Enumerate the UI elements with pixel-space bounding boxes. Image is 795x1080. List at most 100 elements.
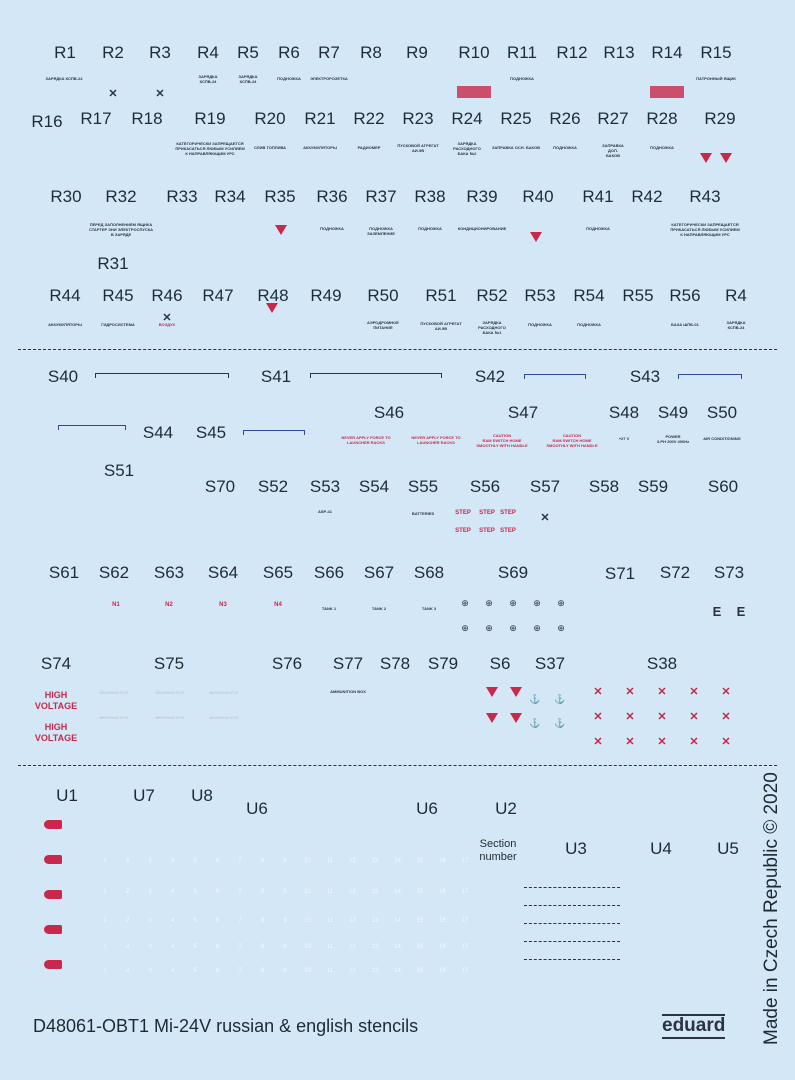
stencil-text: АККУМУЛЯТОРЫ [48,322,82,327]
part-number-label: S64 [207,563,239,582]
section-number-decal: 2 [125,889,130,895]
section-number-decal: 4 [170,968,175,974]
stencil-text: ПУСКОВОЙ АГРЕГАТ АИ-9В [420,321,462,331]
stencil-text: ПОДНОЖКА [277,76,301,81]
part-number-label: S6 [489,654,511,673]
stencil-text: N2 [165,602,173,608]
part-number-label: S38 [646,654,678,673]
part-number-label: S76 [271,654,303,673]
fuel-cap-symbol: ⊕ [509,598,517,608]
scale-ruler-decal [58,425,126,430]
part-number-label: R29 [704,109,736,128]
fuel-cap-symbol: ⊕ [461,623,469,633]
section-number-decal: 6 [215,944,220,950]
section-number-decal: 16 [439,858,446,864]
stencil-text: АККУМУЛЯТОРЫ [303,145,337,150]
part-number-label: S59 [637,477,669,496]
stencil-text: ГИДРОСИСТЕМА [101,322,135,327]
ejection-mark-decal: ✕ [657,711,667,723]
section-number-decal: 7 [238,968,242,974]
section-number-decal: 16 [439,918,446,924]
part-number-label: R37 [365,187,397,206]
warning-triangle-decal [530,232,542,242]
section-number-decal: 15 [416,858,424,864]
section-number-decal: 17 [461,918,469,924]
section-number-decal: 13 [371,944,379,950]
cross-mark-icon: ✕ [540,512,550,524]
section-number-decal: 12 [349,918,356,924]
stencil-text: ПОДНОЖКА [320,226,344,231]
stencil-text: BATTERIES [411,511,435,516]
scale-ruler-decal [243,430,305,435]
red-placard-decal [457,86,491,98]
warning-triangle-decal [486,687,498,697]
part-number-label: R31 [97,254,129,273]
ejection-mark-decal: ✕ [689,711,699,723]
part-number-label: R50 [367,286,399,305]
stencil-text: ПОДНОЖКА [418,226,442,231]
part-number-label: R1 [54,43,76,62]
part-number-label: R16 [31,112,63,131]
part-number-label: S65 [262,563,294,582]
part-number-label: R48 [257,286,289,305]
part-number-label: R5 [237,43,259,62]
section-number-decal: 4 [170,918,175,924]
stencil-text: +27 V [618,436,630,441]
section-number-decal: 10 [304,944,311,950]
fuel-cap-symbol: ⊕ [557,623,565,633]
stencil-text: ЗАРЯДКА КСПВ-24 [726,320,746,330]
stencil-text: MOORING EYE [209,690,239,695]
stencil-text: СЛИВ ТОПЛИВА [253,145,287,150]
part-number-label: R33 [166,187,198,206]
part-number-label: S45 [195,423,227,442]
part-number-label: R55 [622,286,654,305]
ejection-mark-decal: ✕ [721,736,731,748]
stencil-text: STEP [479,528,495,534]
part-number-label: R32 [105,187,137,206]
stencil-text: ПОДНОЖКА [553,145,577,150]
red-badge-decal [44,855,62,864]
section-number-decal: 8 [260,889,265,895]
section-number-decal: 9 [283,968,287,974]
arrow-mark-icon: ⚓ [529,694,541,704]
arrow-mark-icon: ⚓ [554,694,566,704]
part-number-label: S56 [469,477,501,496]
part-number-label: R4 [197,43,219,62]
sheet-title: D48061-OBT1 Mi-24V russian & english ste… [33,1016,419,1036]
ejection-mark-decal: ✕ [657,686,667,698]
arrow-mark-icon: ⚓ [554,718,566,728]
part-number-label: S57 [529,477,561,496]
part-number-label: R21 [304,109,336,128]
part-number-label: U7 [133,786,155,805]
part-number-label: S54 [358,477,390,496]
stencil-text: ПАТРОННЫЙ ЯЩИК [696,76,736,81]
part-number-label: S74 [40,654,72,673]
stencil-text: CAUTION RAM SWITCH HOME SMOOTHLY WITH HA… [546,433,598,448]
part-number-label: S75 [153,654,185,673]
section-number-decal: 14 [394,918,401,924]
part-number-label: S77 [332,654,364,673]
section-number-decal: 1 [103,858,107,864]
cut-line [18,349,777,350]
part-number-label: R53 [524,286,556,305]
part-number-label: R39 [466,187,498,206]
part-number-label: S42 [474,367,506,386]
section-number-decal: 8 [260,968,265,974]
part-number-label: S70 [204,477,236,496]
stencil-text: ЭЛЕКТРОРОЗЕТКА [310,76,348,81]
section-number-decal: 11 [326,944,334,950]
section-number-decal: 8 [260,918,265,924]
stencil-text: HIGH VOLTAGE [34,722,78,743]
section-number-decal: 5 [193,918,197,924]
section-number-decal: 11 [326,968,334,974]
part-number-label: R28 [646,109,678,128]
part-number-label: S69 [497,563,529,582]
section-number-decal: 15 [416,918,424,924]
stencil-text: MOORING EYE [209,715,239,720]
section-number-decal: 7 [238,889,242,895]
section-number-decal: 15 [416,889,424,895]
section-number-decal: 17 [461,889,469,895]
section-number-decal: 14 [394,968,401,974]
stencil-text: ЗАРЯДКА РАСХОДНОГО БАКА №2 [453,141,481,156]
cross-mark-icon: ✕ [155,88,165,100]
